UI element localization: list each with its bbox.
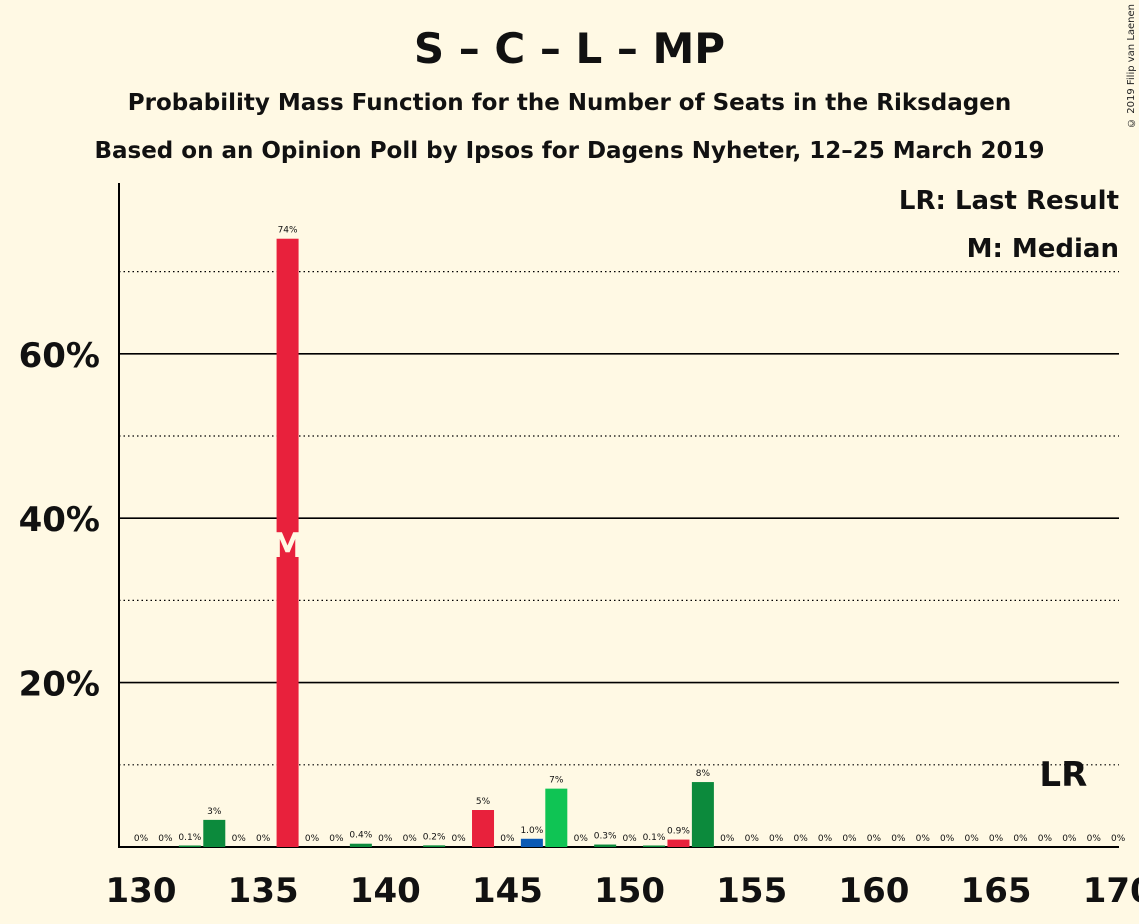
x-tick-label: 135 — [228, 871, 299, 911]
legend-last-result: LR: Last Result — [898, 186, 1119, 216]
data-label: 0% — [622, 834, 637, 844]
data-label: 1.0% — [520, 826, 543, 836]
bar-seat-136 — [276, 238, 299, 848]
chart-title: S – C – L – MP — [413, 24, 726, 73]
data-label: 0% — [1087, 834, 1102, 844]
bar-seat-152 — [667, 839, 690, 847]
legend-median: M: Median — [966, 234, 1119, 264]
chart-subtitle: Probability Mass Function for the Number… — [127, 90, 1012, 116]
x-tick-label: 150 — [594, 871, 665, 911]
data-label: 0% — [964, 834, 979, 844]
data-label: 0% — [867, 834, 882, 844]
y-tick-label: 20% — [19, 665, 100, 705]
bar-seat-146 — [520, 838, 543, 847]
data-label: 0.3% — [594, 832, 617, 842]
data-label: 0% — [916, 834, 931, 844]
data-label: 0% — [305, 834, 320, 844]
bar-seat-149 — [594, 844, 617, 847]
data-label: 0% — [1038, 834, 1053, 844]
data-label: 0% — [1111, 834, 1126, 844]
data-label: 0.4% — [349, 831, 372, 841]
data-label: 5% — [476, 797, 491, 807]
data-label: 0% — [256, 834, 271, 844]
data-label: 0% — [720, 834, 735, 844]
data-label: 0.9% — [667, 827, 690, 837]
data-label: 0% — [134, 834, 149, 844]
data-label: 8% — [696, 769, 711, 779]
data-label: 0% — [769, 834, 784, 844]
data-label: 7% — [549, 776, 564, 786]
x-tick-label: 165 — [961, 871, 1032, 911]
x-tick-label: 155 — [716, 871, 787, 911]
data-label: 0% — [158, 834, 173, 844]
data-label: 0% — [403, 834, 418, 844]
bar-seat-151 — [643, 845, 666, 847]
data-label: 0% — [793, 834, 808, 844]
x-tick-label: 145 — [472, 871, 543, 911]
bar-seat-133 — [203, 819, 226, 847]
x-tick-label: 140 — [350, 871, 421, 911]
last-result-marker: LR — [1039, 755, 1087, 795]
x-tick-label: 160 — [838, 871, 909, 911]
data-label: 0% — [989, 834, 1004, 844]
data-label: 0% — [574, 834, 589, 844]
data-label: 0% — [1013, 834, 1028, 844]
data-label: 0% — [451, 834, 466, 844]
bar-seat-132 — [178, 845, 201, 847]
bar-seat-139 — [349, 843, 372, 847]
median-marker: M — [271, 526, 305, 566]
data-label: 74% — [278, 226, 298, 236]
data-label: 0% — [500, 834, 515, 844]
data-label: 0% — [1062, 834, 1077, 844]
data-label: 0% — [818, 834, 833, 844]
data-label: 0% — [232, 834, 247, 844]
x-tick-label: 130 — [106, 871, 177, 911]
data-label: 3% — [207, 807, 222, 817]
bar-seat-142 — [423, 845, 446, 847]
chart-source: Based on an Opinion Poll by Ipsos for Da… — [94, 138, 1045, 164]
data-label: 0% — [329, 834, 344, 844]
y-tick-label: 40% — [19, 500, 100, 540]
data-label: 0% — [745, 834, 760, 844]
data-label: 0% — [378, 834, 393, 844]
data-label: 0.1% — [178, 833, 201, 843]
data-label: 0.1% — [643, 833, 666, 843]
data-label: 0% — [842, 834, 857, 844]
x-tick-label: 170 — [1083, 871, 1139, 911]
data-label: 0% — [891, 834, 906, 844]
bar-seat-153 — [691, 782, 714, 847]
y-tick-label: 60% — [19, 336, 100, 376]
bar-seat-144 — [472, 810, 495, 847]
data-label: 0.2% — [423, 832, 446, 842]
data-label: 0% — [940, 834, 955, 844]
bar-seat-147 — [545, 788, 568, 847]
